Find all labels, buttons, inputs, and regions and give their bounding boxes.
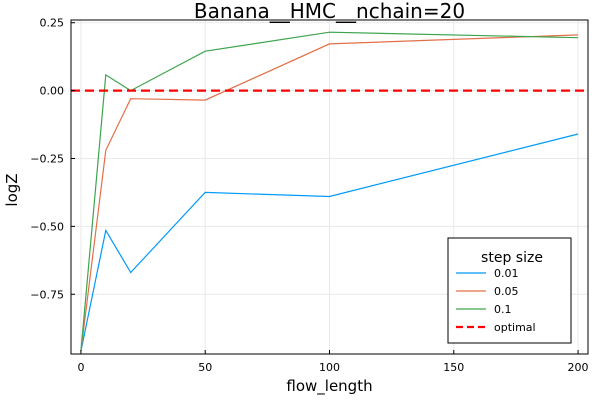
x-tick-label: 200 bbox=[568, 361, 589, 374]
series-line-0-1 bbox=[80, 31, 579, 352]
y-tick-label: −0.25 bbox=[30, 152, 64, 165]
y-axis-label: logZ bbox=[3, 173, 21, 206]
y-tick-label: −0.50 bbox=[30, 220, 64, 233]
x-tick-label: 150 bbox=[443, 361, 464, 374]
series-lines bbox=[71, 31, 588, 352]
legend-label: 0.05 bbox=[494, 285, 519, 298]
legend: step size 0.01 0.05 0.1 optimal bbox=[447, 237, 572, 344]
x-axis-label: flow_length bbox=[286, 377, 372, 396]
y-tick-label: 0.00 bbox=[40, 85, 65, 98]
y-tick-label: −0.75 bbox=[30, 288, 64, 301]
chart-title: Banana__HMC__nchain=20 bbox=[194, 0, 465, 23]
legend-label: optimal bbox=[494, 321, 536, 334]
series-line-0-01 bbox=[80, 133, 579, 352]
legend-label: 0.1 bbox=[494, 303, 512, 316]
legend-title: step size bbox=[481, 250, 543, 266]
x-tick-label: 50 bbox=[198, 361, 212, 374]
series-line-0-05 bbox=[80, 34, 579, 352]
y-tick-label: 0.25 bbox=[40, 17, 65, 30]
x-tick-label: 100 bbox=[319, 361, 340, 374]
ticks: 0 50 100 150 200 0.25 0.00 −0.25 −0.50 −0.75 bbox=[30, 17, 588, 374]
legend-label: 0.01 bbox=[494, 267, 519, 280]
x-tick-label: 0 bbox=[77, 361, 84, 374]
